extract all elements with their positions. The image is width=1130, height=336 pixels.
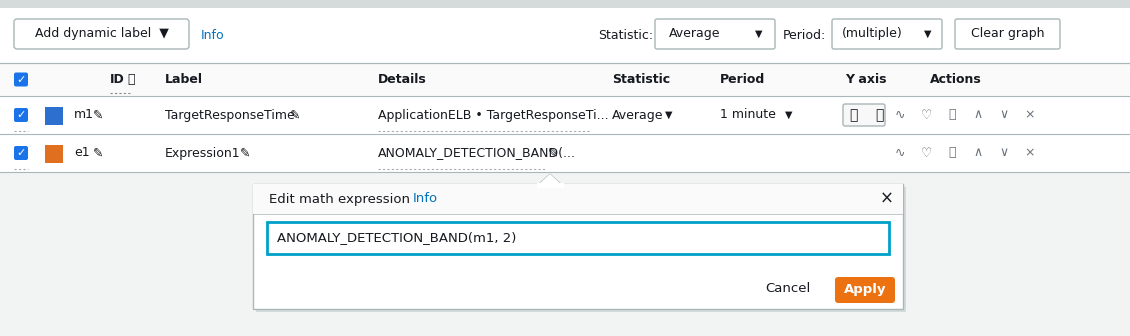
Text: ×: × xyxy=(1025,109,1035,122)
FancyBboxPatch shape xyxy=(832,19,942,49)
Text: ∿: ∿ xyxy=(895,109,905,122)
Text: Expression1: Expression1 xyxy=(165,146,241,160)
FancyBboxPatch shape xyxy=(955,19,1060,49)
Text: e1: e1 xyxy=(73,146,89,160)
Bar xyxy=(45,107,63,125)
Text: ANOMALY_DETECTION_BAND(...: ANOMALY_DETECTION_BAND(... xyxy=(379,146,576,160)
Text: Label: Label xyxy=(165,73,203,86)
Text: ID: ID xyxy=(110,73,124,86)
Bar xyxy=(253,184,903,214)
Text: Statistic:: Statistic: xyxy=(598,29,653,42)
Text: ✎: ✎ xyxy=(290,109,301,122)
Text: Average: Average xyxy=(669,28,721,41)
Text: Average: Average xyxy=(612,109,663,122)
Text: ✎: ✎ xyxy=(548,146,558,160)
Text: ♡: ♡ xyxy=(920,146,931,160)
Text: ✎: ✎ xyxy=(240,146,251,160)
Bar xyxy=(0,63,1130,96)
Text: Statistic: Statistic xyxy=(612,73,670,86)
Text: TargetResponseTime: TargetResponseTime xyxy=(165,109,295,122)
Text: ♡: ♡ xyxy=(920,109,931,122)
Text: ✎: ✎ xyxy=(93,109,104,122)
Text: Cancel: Cancel xyxy=(765,283,810,295)
Polygon shape xyxy=(538,174,562,185)
Text: ✓: ✓ xyxy=(16,110,26,120)
Text: Period:: Period: xyxy=(783,29,826,42)
FancyBboxPatch shape xyxy=(14,146,28,160)
Text: ApplicationELB • TargetResponseTi...: ApplicationELB • TargetResponseTi... xyxy=(379,109,609,122)
Text: Period: Period xyxy=(720,73,765,86)
Text: ▼: ▼ xyxy=(924,29,932,39)
Text: Y axis: Y axis xyxy=(845,73,887,86)
FancyBboxPatch shape xyxy=(843,104,885,126)
Text: ∨: ∨ xyxy=(999,109,1009,122)
Text: 〉: 〉 xyxy=(875,108,884,122)
Bar xyxy=(537,183,564,188)
Bar xyxy=(253,184,903,309)
Text: ⓘ: ⓘ xyxy=(127,73,134,86)
Bar xyxy=(0,0,1130,8)
Bar xyxy=(45,145,63,163)
FancyBboxPatch shape xyxy=(835,277,895,303)
Bar xyxy=(0,134,1130,172)
Text: Details: Details xyxy=(379,73,427,86)
Text: Info: Info xyxy=(412,193,438,206)
FancyBboxPatch shape xyxy=(655,19,775,49)
Text: ANOMALY_DETECTION_BAND(m1, 2): ANOMALY_DETECTION_BAND(m1, 2) xyxy=(277,232,516,245)
Bar xyxy=(0,8,1130,63)
Text: ▼: ▼ xyxy=(755,29,763,39)
Text: Clear graph: Clear graph xyxy=(971,28,1044,41)
Text: Edit math expression: Edit math expression xyxy=(269,193,410,206)
Text: 1 minute: 1 minute xyxy=(720,109,776,122)
Text: ∿: ∿ xyxy=(895,146,905,160)
FancyBboxPatch shape xyxy=(14,19,189,49)
Text: ✓: ✓ xyxy=(16,148,26,158)
Text: ▼: ▼ xyxy=(785,110,792,120)
Text: Info: Info xyxy=(201,29,225,42)
Text: ⧉: ⧉ xyxy=(948,109,956,122)
Text: Add dynamic label  ▼: Add dynamic label ▼ xyxy=(35,28,168,41)
Text: 〈: 〈 xyxy=(849,108,858,122)
Text: ✎: ✎ xyxy=(93,146,104,160)
Text: ×: × xyxy=(880,190,894,208)
FancyBboxPatch shape xyxy=(14,108,28,122)
Text: ▼: ▼ xyxy=(664,110,672,120)
Bar xyxy=(0,96,1130,134)
Text: Apply: Apply xyxy=(844,284,886,296)
Text: ∧: ∧ xyxy=(973,109,983,122)
Text: ⧉: ⧉ xyxy=(948,146,956,160)
Text: ∧: ∧ xyxy=(973,146,983,160)
Text: m1: m1 xyxy=(73,109,94,122)
Text: ✓: ✓ xyxy=(16,75,26,84)
FancyBboxPatch shape xyxy=(14,73,28,86)
Text: ×: × xyxy=(1025,146,1035,160)
Text: (multiple): (multiple) xyxy=(842,28,903,41)
Bar xyxy=(267,222,889,254)
Bar xyxy=(257,187,906,312)
Text: ∨: ∨ xyxy=(999,146,1009,160)
Text: Actions: Actions xyxy=(930,73,982,86)
